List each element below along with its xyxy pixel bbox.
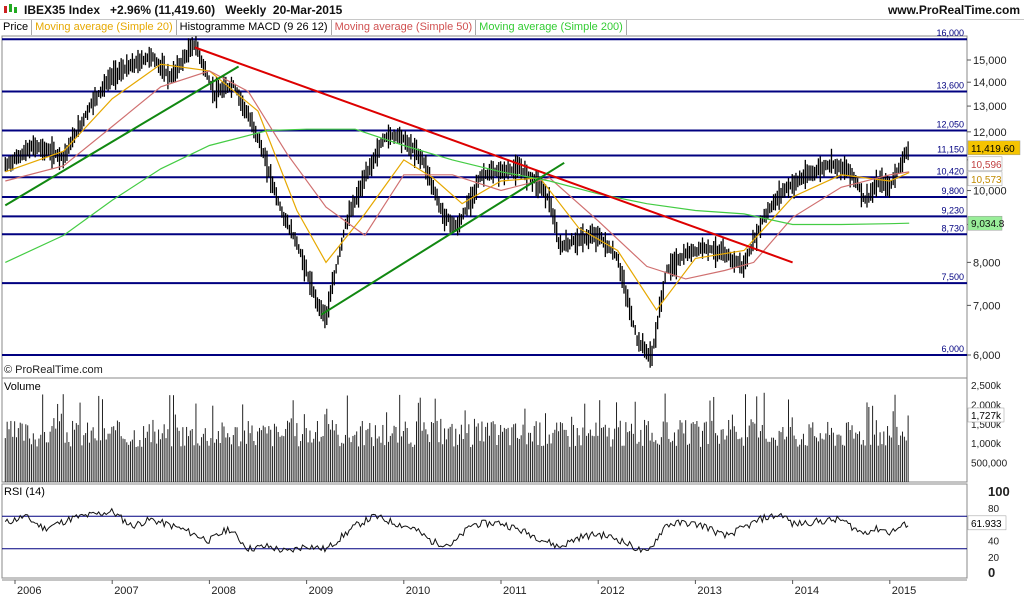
y-axis-tick-label: 7,000 xyxy=(973,300,1001,312)
ma50-line xyxy=(5,70,910,280)
chart-title-bar: IBEX35 Index +2.96% (11,419.60) Weekly 2… xyxy=(0,0,1024,20)
rsi-tick-label: 20 xyxy=(988,553,1000,564)
rsi-tick-label: 100 xyxy=(988,484,1010,499)
chart-title: IBEX35 Index +2.96% (11,419.60) Weekly 2… xyxy=(24,3,343,17)
level-label: 6,000 xyxy=(941,344,964,354)
legend-item-ma200[interactable]: Moving average (Simple 200) xyxy=(476,20,627,35)
level-label: 13,600 xyxy=(936,81,964,91)
rsi-panel-frame xyxy=(1,483,968,579)
y-axis-tick-label: 14,000 xyxy=(973,77,1007,89)
y-axis-tick-label: 13,000 xyxy=(973,101,1007,113)
green-trendline xyxy=(4,65,240,207)
ma200-value-box-label: 9,034.8 xyxy=(971,219,1005,230)
level-label: 10,420 xyxy=(936,166,964,176)
legend-item-price[interactable]: Price xyxy=(0,20,33,35)
rsi-tick-label: 80 xyxy=(988,504,1000,515)
rsi-last-label: 61.933 xyxy=(971,519,1002,530)
red-trendline xyxy=(194,46,793,264)
rsi-tick-label: 40 xyxy=(988,537,1000,548)
price-panel-frame xyxy=(1,35,968,379)
last-price-box-label: 11,419.60 xyxy=(971,144,1015,155)
x-axis-year-label: 2012 xyxy=(600,585,624,597)
green-trendline xyxy=(320,161,565,316)
level-label: 9,800 xyxy=(941,186,964,196)
watermark: © ProRealTime.com xyxy=(4,364,103,376)
volume-panel-title: Volume xyxy=(4,381,41,393)
legend-item-ma50[interactable]: Moving average (Simple 50) xyxy=(332,20,477,35)
volume-tick-label: 2,000k xyxy=(971,400,1002,411)
ma20-value-box xyxy=(967,171,1003,187)
x-axis-year-label: 2007 xyxy=(114,585,138,597)
volume-panel-frame xyxy=(1,377,968,483)
ma50-value-box-label: 10,596 xyxy=(971,160,1002,171)
candlestick-icon xyxy=(4,4,17,13)
rsi-panel-title: RSI (14) xyxy=(4,486,45,498)
indicator-legend: Price Moving average (Simple 20) Histogram… xyxy=(0,20,970,35)
ma50-value-box xyxy=(967,156,1003,172)
rsi-tick-label: 60 xyxy=(988,520,1000,531)
y-axis-tick-label: 8,000 xyxy=(973,257,1001,269)
volume-tick-label: 2,500k xyxy=(971,381,1002,392)
volume-tick-label: 500,000 xyxy=(971,459,1008,470)
x-axis-year-label: 2014 xyxy=(795,585,819,597)
volume-tick-label: 1,500k xyxy=(971,420,1002,431)
rsi-last-box xyxy=(967,515,1007,531)
ma20-line xyxy=(5,63,910,312)
y-axis-tick-label: 6,000 xyxy=(973,350,1001,362)
level-label: 8,730 xyxy=(941,223,964,233)
rsi-line xyxy=(4,507,909,554)
brand-label: www.ProRealTime.com xyxy=(887,3,1020,17)
level-label: 11,150 xyxy=(937,144,964,154)
legend-item-macd[interactable]: Histogramme MACD (9 26 12) xyxy=(177,20,332,35)
ma200-value-box xyxy=(967,215,1003,231)
y-axis-tick-label: 10,000 xyxy=(973,186,1007,198)
x-axis-year-label: 2011 xyxy=(503,585,527,597)
x-axis-year-label: 2008 xyxy=(211,585,235,597)
volume-tick-label: 1,000k xyxy=(971,439,1002,450)
level-label: 7,500 xyxy=(941,272,964,282)
legend-item-ma20[interactable]: Moving average (Simple 20) xyxy=(32,20,177,35)
level-label: 9,230 xyxy=(941,205,964,215)
ma20-value-box-label: 10,573 xyxy=(971,175,1002,186)
y-axis-tick-label: 12,000 xyxy=(973,127,1007,139)
x-axis-year-label: 2006 xyxy=(17,585,41,597)
volume-last-label: 1,727k xyxy=(971,411,1002,422)
volume-last-box xyxy=(967,407,1005,423)
x-axis-year-label: 2015 xyxy=(892,585,916,597)
x-axis-year-label: 2009 xyxy=(309,585,333,597)
rsi-tick-label: 0 xyxy=(988,565,995,580)
last-price-box xyxy=(967,140,1021,156)
x-axis-year-label: 2013 xyxy=(697,585,721,597)
y-axis-tick-label: 15,000 xyxy=(973,55,1007,67)
level-label: 12,050 xyxy=(936,120,964,130)
x-axis-year-label: 2010 xyxy=(406,585,430,597)
ma200-line xyxy=(5,128,910,263)
